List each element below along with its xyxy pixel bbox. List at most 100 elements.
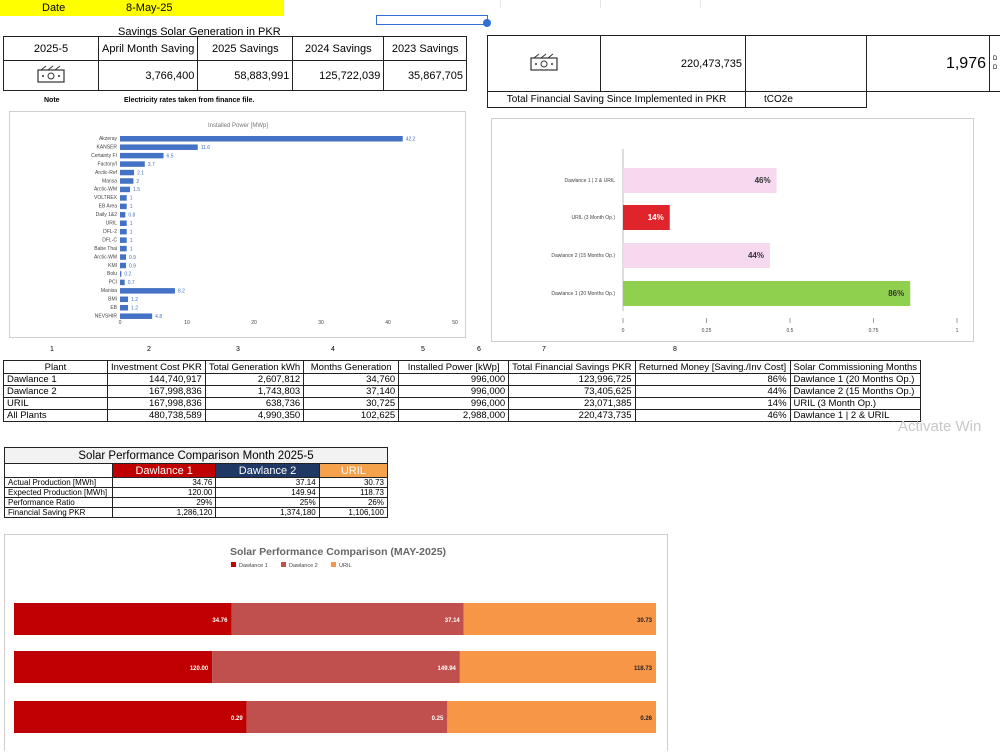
plant-cell[interactable]: 73,405,625	[509, 386, 635, 398]
plant-cell[interactable]: 4,990,350	[205, 410, 303, 422]
performance-title[interactable]: Solar Performance Comparison Month 2025-…	[5, 448, 388, 464]
date-value[interactable]: 8-May-25	[126, 2, 172, 14]
perf-cell[interactable]: 25%	[216, 498, 319, 508]
perf-cell[interactable]: 1,374,180	[216, 508, 319, 518]
plant-cell[interactable]: 167,998,836	[108, 386, 206, 398]
plant-cell[interactable]: Dawlance 1 (20 Months Op.)	[790, 374, 921, 386]
legend-label: Dawlance 1	[239, 563, 268, 569]
plant-name[interactable]: All Plants	[4, 410, 108, 422]
power-value-label: 1.5	[133, 187, 140, 193]
ret-bar	[623, 281, 910, 306]
plant-cell[interactable]: 1,743,803	[205, 386, 303, 398]
co2-label[interactable]: tCO2e	[746, 92, 867, 108]
selected-shape-outline[interactable]	[376, 15, 488, 25]
plant-cell[interactable]: 167,998,836	[108, 398, 206, 410]
plant-cell[interactable]: 2,607,812	[205, 374, 303, 386]
total-saving-label[interactable]: Total Financial Saving Since Implemented…	[488, 92, 746, 108]
plant-cell[interactable]: 86%	[635, 374, 790, 386]
saving-2023-value[interactable]: 35,867,705	[384, 61, 467, 91]
plant-cell[interactable]: Dawlance 2 (15 Months Op.)	[790, 386, 921, 398]
perf-cell[interactable]: 1,286,120	[113, 508, 216, 518]
plant-cell[interactable]: 996,000	[399, 386, 509, 398]
plant-cell[interactable]: 34,760	[304, 374, 399, 386]
perf-row-label[interactable]: Actual Production [MWh]	[5, 478, 113, 488]
power-value-label: 0.9	[129, 263, 136, 269]
plant-header[interactable]: Total Financial Savings PKR	[509, 361, 635, 374]
perf-cell[interactable]: 34.76	[113, 478, 216, 488]
empty-cell[interactable]	[990, 92, 1000, 108]
cut-text: D	[993, 56, 997, 62]
saving-2024-value[interactable]: 125,722,039	[293, 61, 384, 91]
perf-cell[interactable]: 26%	[319, 498, 387, 508]
note-text[interactable]: Electricity rates taken from finance fil…	[124, 97, 254, 104]
plant-cell[interactable]: 30,725	[304, 398, 399, 410]
power-category-label: VOLTREX	[94, 195, 118, 201]
date-label[interactable]: Date	[42, 2, 65, 14]
savings-header-2024[interactable]: 2024 Savings	[293, 37, 384, 61]
solar-performance-chart[interactable]: Solar Performance Comparison (MAY-2025) …	[4, 534, 668, 751]
plant-name[interactable]: Dawlance 1	[4, 374, 108, 386]
perf-row-label[interactable]: Performance Ratio	[5, 498, 113, 508]
perf-cell[interactable]: 118.73	[319, 488, 387, 498]
plant-cell[interactable]: 44%	[635, 386, 790, 398]
plant-cell[interactable]: 37,140	[304, 386, 399, 398]
co2-value[interactable]: 1,976	[867, 36, 990, 92]
empty-cell[interactable]	[5, 464, 113, 478]
perf-cell[interactable]: 1,106,100	[319, 508, 387, 518]
total-saving-value[interactable]: 220,473,735	[601, 36, 746, 92]
plant-header[interactable]: Investment Cost PKR	[108, 361, 206, 374]
perf-row-label[interactable]: Financial Saving PKR	[5, 508, 113, 518]
perf-col-dawlance-1[interactable]: Dawlance 1	[113, 464, 216, 478]
power-category-label: DFL-2	[103, 229, 117, 235]
plant-header[interactable]: Months Generation	[304, 361, 399, 374]
plant-cell[interactable]: 46%	[635, 410, 790, 422]
plant-cell[interactable]: 14%	[635, 398, 790, 410]
plant-header[interactable]: Returned Money [Saving./Inv Cost]	[635, 361, 790, 374]
plant-cell[interactable]: 123,996,725	[509, 374, 635, 386]
empty-cell[interactable]	[867, 92, 990, 108]
plant-cell[interactable]: URIL (3 Month Op.)	[790, 398, 921, 410]
stacked-bar-label: 0.25	[432, 716, 444, 722]
legend-swatch	[231, 562, 236, 567]
perf-cell[interactable]: 30.73	[319, 478, 387, 488]
money-icon-cell[interactable]	[4, 61, 99, 91]
plant-name[interactable]: Dawlance 2	[4, 386, 108, 398]
empty-cell[interactable]	[746, 36, 867, 92]
cut-cell[interactable]: D D	[990, 36, 1000, 92]
shape-resize-handle[interactable]	[483, 19, 491, 27]
savings-header-april[interactable]: April Month Saving	[99, 37, 198, 61]
power-value-label: 11.6	[201, 145, 211, 151]
perf-cell[interactable]: 120.00	[113, 488, 216, 498]
plant-name[interactable]: URIL	[4, 398, 108, 410]
plant-cell[interactable]: 480,738,589	[108, 410, 206, 422]
savings-header-2025[interactable]: 2025 Savings	[198, 37, 293, 61]
plant-header[interactable]: Plant	[4, 361, 108, 374]
power-category-label: URIL	[106, 221, 118, 227]
plant-header[interactable]: Solar Commissioning Months	[790, 361, 921, 374]
note-label[interactable]: Note	[44, 97, 60, 104]
plant-cell[interactable]: 102,625	[304, 410, 399, 422]
savings-header-2023[interactable]: 2023 Savings	[384, 37, 467, 61]
plant-cell[interactable]: 996,000	[399, 374, 509, 386]
perf-col-dawlance-2[interactable]: Dawlance 2	[216, 464, 319, 478]
plant-cell[interactable]: 996,000	[399, 398, 509, 410]
summary-money-icon-cell[interactable]	[488, 36, 601, 92]
power-value-label: 8.2	[178, 289, 185, 295]
plant-cell[interactable]: 144,740,917	[108, 374, 206, 386]
saving-2025-value[interactable]: 58,883,991	[198, 61, 293, 91]
plant-header[interactable]: Installed Power [kWp]	[399, 361, 509, 374]
perf-cell[interactable]: 37.14	[216, 478, 319, 488]
plant-cell[interactable]: 23,071,385	[509, 398, 635, 410]
savings-header-period[interactable]: 2025-5	[4, 37, 99, 61]
plant-cell[interactable]: 2,988,000	[399, 410, 509, 422]
plant-cell[interactable]: 638,736	[205, 398, 303, 410]
perf-col-uril[interactable]: URIL	[319, 464, 387, 478]
perf-cell[interactable]: 29%	[113, 498, 216, 508]
perf-row-label[interactable]: Expected Production [MWh]	[5, 488, 113, 498]
april-saving-value[interactable]: 3,766,400	[99, 61, 198, 91]
perf-cell[interactable]: 149.94	[216, 488, 319, 498]
plant-header[interactable]: Total Generation kWh	[205, 361, 303, 374]
plant-cell[interactable]: 220,473,735	[509, 410, 635, 422]
